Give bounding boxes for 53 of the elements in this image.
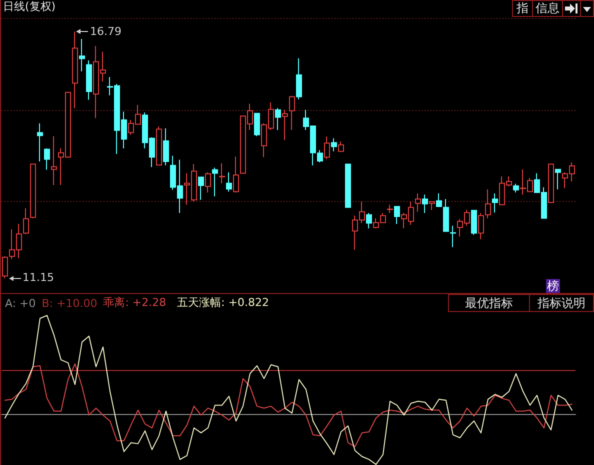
annotation: 16.79 [90, 24, 122, 40]
candlestick [23, 208, 29, 235]
candlestick [548, 164, 554, 204]
candlestick [366, 212, 372, 229]
candlestick [415, 192, 421, 212]
candlestick [429, 201, 435, 210]
candlestick [205, 172, 211, 193]
button[interactable]: 指 [512, 0, 533, 17]
candlestick [422, 194, 428, 214]
annotation: 11.15 [22, 270, 54, 286]
arrow-bar-icon[interactable] [562, 0, 581, 17]
candlestick [51, 136, 57, 186]
text: 乖离: +2.28 [103, 296, 166, 309]
button[interactable]: 信息 [532, 0, 563, 17]
candlestick [198, 176, 204, 200]
candlestick [86, 60, 92, 100]
candlestick [513, 183, 519, 193]
candlestick [338, 140, 344, 152]
candlestick [471, 209, 477, 236]
badge: 榜 [546, 279, 560, 293]
candlestick [30, 164, 36, 219]
candlestick [331, 138, 337, 152]
candlestick [324, 136, 330, 160]
button[interactable]: 最优指标 [448, 294, 530, 312]
ref-line-label: A: +0 [5, 297, 36, 310]
candlestick [436, 192, 442, 207]
candlestick [394, 206, 400, 224]
candlestick [37, 122, 43, 162]
candlestick [163, 128, 169, 166]
chart-title: 日线(复权) [3, 0, 56, 13]
ref-line-label: B: +10.00 [42, 297, 98, 310]
candlestick [212, 167, 218, 197]
candlestick [275, 108, 281, 130]
candlestick [555, 168, 561, 190]
candlestick [233, 156, 239, 193]
candlestick [450, 225, 456, 248]
candlestick [345, 164, 351, 208]
candlestick [44, 148, 50, 170]
candlestick [387, 204, 393, 214]
candlestick [289, 95, 295, 130]
candlestick [443, 198, 449, 232]
candlestick [219, 162, 225, 184]
candlestick [156, 126, 162, 166]
candlestick [72, 31, 78, 109]
button[interactable]: 指标说明 [529, 294, 594, 312]
candlestick [492, 192, 498, 214]
candlestick [254, 112, 260, 137]
candlestick [226, 172, 232, 192]
candlestick [282, 109, 288, 141]
candlestick [296, 58, 302, 100]
caret-down-icon[interactable] [580, 0, 594, 17]
candlestick [79, 38, 85, 72]
text: 五天涨幅: +0.822 [177, 296, 270, 309]
